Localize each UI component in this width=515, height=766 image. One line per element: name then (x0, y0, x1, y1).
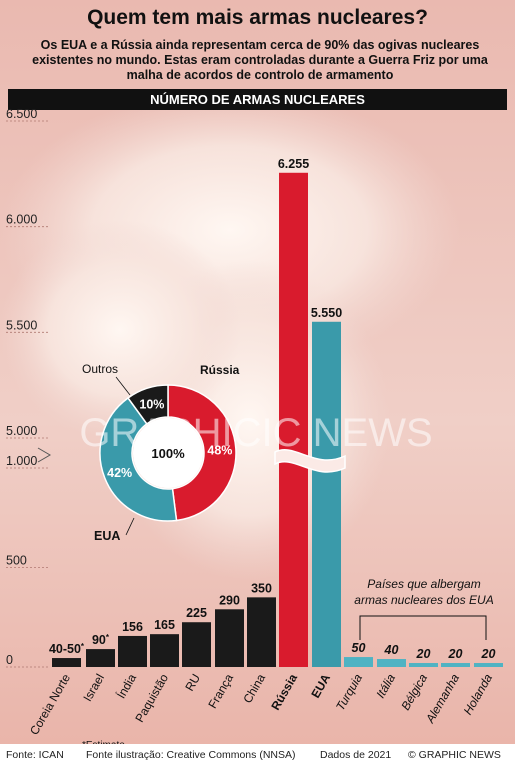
category-label: Índia (113, 671, 139, 701)
bar-coreia-norte (52, 658, 81, 667)
footer-copyright: © GRAPHIC NEWS (408, 749, 501, 761)
bar-índia (118, 635, 147, 667)
y-tick-label: 5.000 (6, 424, 37, 438)
chart-banner: NÚMERO DE ARMAS NUCLEARES (8, 89, 507, 110)
hosts-bracket (359, 615, 487, 640)
category-label: Coreia Norte (27, 671, 73, 737)
y-tick-label: 5.500 (6, 318, 37, 332)
hosts-note: Países que albergam (367, 577, 480, 591)
pie-leader-eua (125, 517, 135, 536)
bar-value-label: 225 (186, 606, 207, 620)
footer-date: Dados de 2021 (320, 749, 392, 761)
bar-value-label: 165 (154, 618, 175, 632)
bar-israel (86, 649, 115, 667)
pie-slice-rússia (167, 384, 237, 522)
bar-value-label: 350 (251, 581, 272, 595)
pie-leader-outros (115, 376, 131, 396)
bar-value-label: 20 (416, 647, 431, 661)
category-label: Turquia (333, 671, 365, 713)
bar-value-label: 40-50* (49, 642, 85, 657)
bar-eua (312, 321, 341, 667)
bar-break-band (274, 449, 346, 473)
pie-slice-outros (126, 384, 169, 425)
page-title: Quem tem mais armas nucleares? (87, 6, 428, 29)
axis-break-mark (37, 447, 51, 463)
y-tick-label: 6.000 (6, 213, 37, 227)
bar-holanda (474, 663, 503, 667)
footer-illustration: Fonte ilustração: Creative Commons (NNSA… (86, 749, 296, 761)
category-label: França (205, 671, 236, 711)
bar-value-label: 20 (481, 647, 496, 661)
category-label: Itália (373, 671, 398, 700)
pie-name-outros: Outros (82, 362, 118, 376)
bar-turquia (344, 657, 373, 667)
pie-slice-eua (99, 396, 178, 522)
pie-center (133, 418, 203, 488)
y-tick-label: 0 (6, 653, 13, 667)
y-tick-label: 1.000 (6, 454, 37, 468)
bar-bélgica (409, 663, 438, 667)
watermark: GRAPHICIC NEWS (79, 411, 432, 455)
bar-paquistão (150, 634, 179, 667)
bar-rússia (279, 172, 308, 667)
bar-value-label: 20 (448, 647, 463, 661)
bar-value-label: 5.550 (311, 306, 342, 320)
pie-center-label: 100% (151, 446, 185, 461)
pie-name-russia: Rússia (200, 363, 240, 377)
category-label: Bélgica (398, 671, 430, 712)
bar-value-label: 90* (92, 633, 110, 648)
category-label: Rússia (268, 671, 300, 712)
bar-value-label: 40 (384, 643, 399, 657)
category-label: EUA (308, 671, 333, 700)
category-label: Holanda (461, 671, 496, 717)
pie-slice-label: 10% (139, 398, 164, 412)
bar-ru (182, 622, 211, 667)
pie-name-eua: EUA (94, 529, 120, 543)
bar-value-label: 290 (219, 593, 240, 607)
page-subtitle: Os EUA e a Rússia ainda representam cerc… (32, 38, 488, 82)
pie-slice-label: 42% (107, 466, 132, 480)
category-label: China (240, 671, 268, 705)
y-tick-label: 500 (6, 554, 27, 568)
hosts-note-2: armas nucleares dos EUA (354, 593, 493, 607)
bar-frança (215, 609, 244, 667)
bar-value-label: 50 (352, 641, 366, 655)
bar-value-label: 156 (122, 620, 143, 634)
pie-slice-label: 48% (207, 444, 232, 458)
category-label: RU (182, 672, 203, 694)
y-tick-label: 6.500 (6, 107, 37, 121)
bar-china (247, 597, 276, 667)
footer: Fonte: ICAN Fonte ilustração: Creative C… (0, 744, 515, 766)
footer-source: Fonte: ICAN (6, 749, 64, 761)
bar-alemanha (441, 663, 470, 667)
bar-itália (377, 659, 406, 667)
category-label: Israel (80, 672, 107, 704)
bar-value-label: 6.255 (278, 157, 309, 171)
